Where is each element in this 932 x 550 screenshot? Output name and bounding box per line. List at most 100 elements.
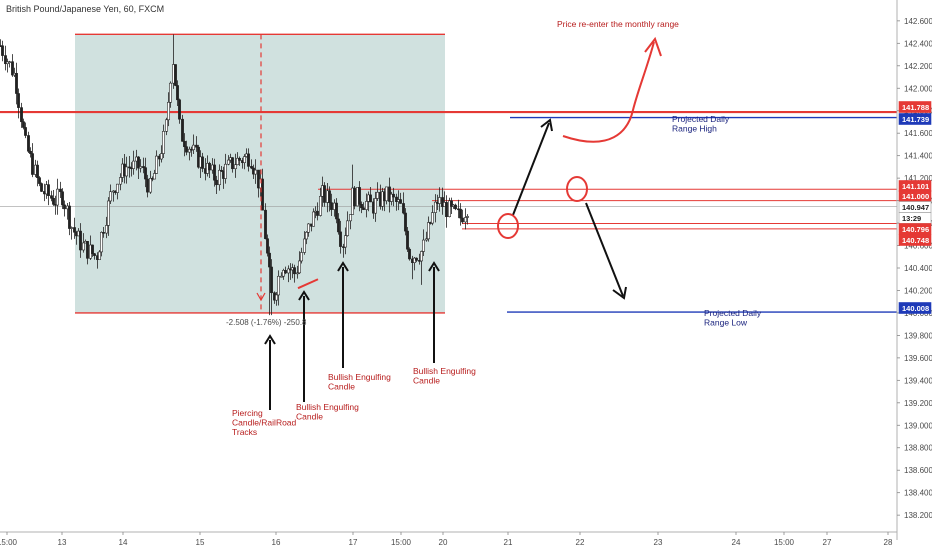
candle — [4, 45, 7, 71]
candle-body — [369, 194, 372, 203]
candle-body — [243, 156, 246, 164]
time-tick-label: 15:00 — [0, 538, 18, 547]
candle — [261, 168, 264, 211]
time-tick-label: 21 — [504, 538, 513, 547]
candle-body — [434, 201, 437, 213]
candle-body — [162, 131, 165, 154]
candle — [250, 159, 253, 170]
candle — [404, 208, 407, 236]
price-tag-box — [898, 234, 932, 246]
candle-body — [224, 163, 227, 179]
price-tick-label: 138.600 — [904, 466, 932, 475]
candle-body — [17, 93, 20, 108]
candle — [358, 181, 361, 212]
candle — [27, 131, 30, 153]
candle — [178, 98, 181, 124]
candle-body — [319, 196, 322, 216]
candle-body — [36, 164, 39, 178]
candle — [464, 208, 467, 230]
candle-body — [59, 188, 62, 193]
price-tag-label: 141.788 — [902, 103, 929, 112]
candle — [165, 117, 168, 136]
candle-body — [459, 208, 462, 219]
price-tag-label: 140.748 — [902, 236, 929, 245]
candle-body — [109, 191, 112, 202]
candle — [47, 179, 50, 206]
candle-body — [270, 266, 273, 294]
price-tick-label: 140.600 — [904, 242, 932, 251]
price-tag: 13:29 — [898, 212, 932, 224]
candle-body — [105, 225, 108, 234]
candle-body — [385, 186, 388, 202]
candle — [312, 208, 315, 227]
candle-body — [346, 220, 349, 236]
chart-title: British Pound/Japanese Yen, 60, FXCM — [6, 4, 164, 14]
candle-body — [40, 183, 43, 192]
candle — [119, 173, 122, 191]
candle-body — [79, 230, 82, 251]
candle — [116, 183, 119, 200]
bearish-scenario-arrowhead — [612, 286, 627, 300]
up-arrow-head — [337, 261, 349, 272]
candle-body — [73, 227, 76, 233]
candle-body — [427, 222, 430, 240]
candle-body — [247, 153, 250, 167]
candle-body — [144, 167, 147, 180]
up-arrow-head — [264, 334, 276, 345]
candle — [227, 155, 230, 166]
candle-body — [61, 191, 64, 206]
candle — [280, 272, 283, 278]
candle-body — [284, 270, 287, 274]
candle-body — [149, 178, 152, 193]
candle-body — [63, 204, 66, 210]
price-tick-label: 142.600 — [904, 17, 932, 26]
candle — [56, 178, 59, 215]
candle — [441, 187, 444, 215]
candle — [236, 152, 239, 166]
bearish-scenario-arrow — [585, 202, 624, 297]
candle — [15, 62, 18, 105]
candle-body — [8, 61, 11, 63]
candle — [234, 153, 237, 178]
candle — [31, 143, 34, 178]
time-tick-label: 15:00 — [774, 538, 795, 547]
candle-body — [277, 275, 280, 296]
candle-body — [56, 188, 59, 206]
candle-body — [464, 217, 467, 223]
candle — [82, 233, 85, 253]
candle — [438, 187, 441, 212]
candle-body — [305, 231, 308, 240]
time-tick-label: 20 — [439, 538, 448, 547]
candle — [125, 156, 128, 184]
candle — [79, 223, 82, 258]
price-tag-label: 141.739 — [902, 115, 929, 124]
candle — [146, 174, 149, 198]
price-tick-label: 141.600 — [904, 129, 932, 138]
candle — [185, 140, 188, 156]
candle-body — [160, 153, 163, 160]
candle-body — [454, 204, 457, 210]
price-tag: 141.788 — [898, 101, 932, 113]
candle-body — [275, 294, 278, 301]
time-tick-label: 22 — [576, 538, 585, 547]
candle — [61, 188, 64, 209]
candle-body — [86, 241, 89, 259]
candle — [296, 265, 299, 279]
candle-body — [132, 160, 135, 169]
price-tick-label: 142.400 — [904, 39, 932, 48]
candle-body — [450, 200, 453, 207]
candle-body — [107, 200, 110, 226]
candle — [323, 182, 326, 207]
candle-body — [208, 162, 211, 171]
candle — [369, 186, 372, 203]
candle — [70, 226, 73, 240]
candle — [29, 147, 32, 158]
candle — [128, 156, 131, 178]
candle-body — [408, 248, 411, 260]
price-tag: 140.947 — [898, 201, 932, 213]
time-tick-label: 16 — [272, 538, 281, 547]
candle-body — [215, 179, 218, 186]
candle — [390, 191, 393, 206]
candle-body — [218, 169, 221, 186]
